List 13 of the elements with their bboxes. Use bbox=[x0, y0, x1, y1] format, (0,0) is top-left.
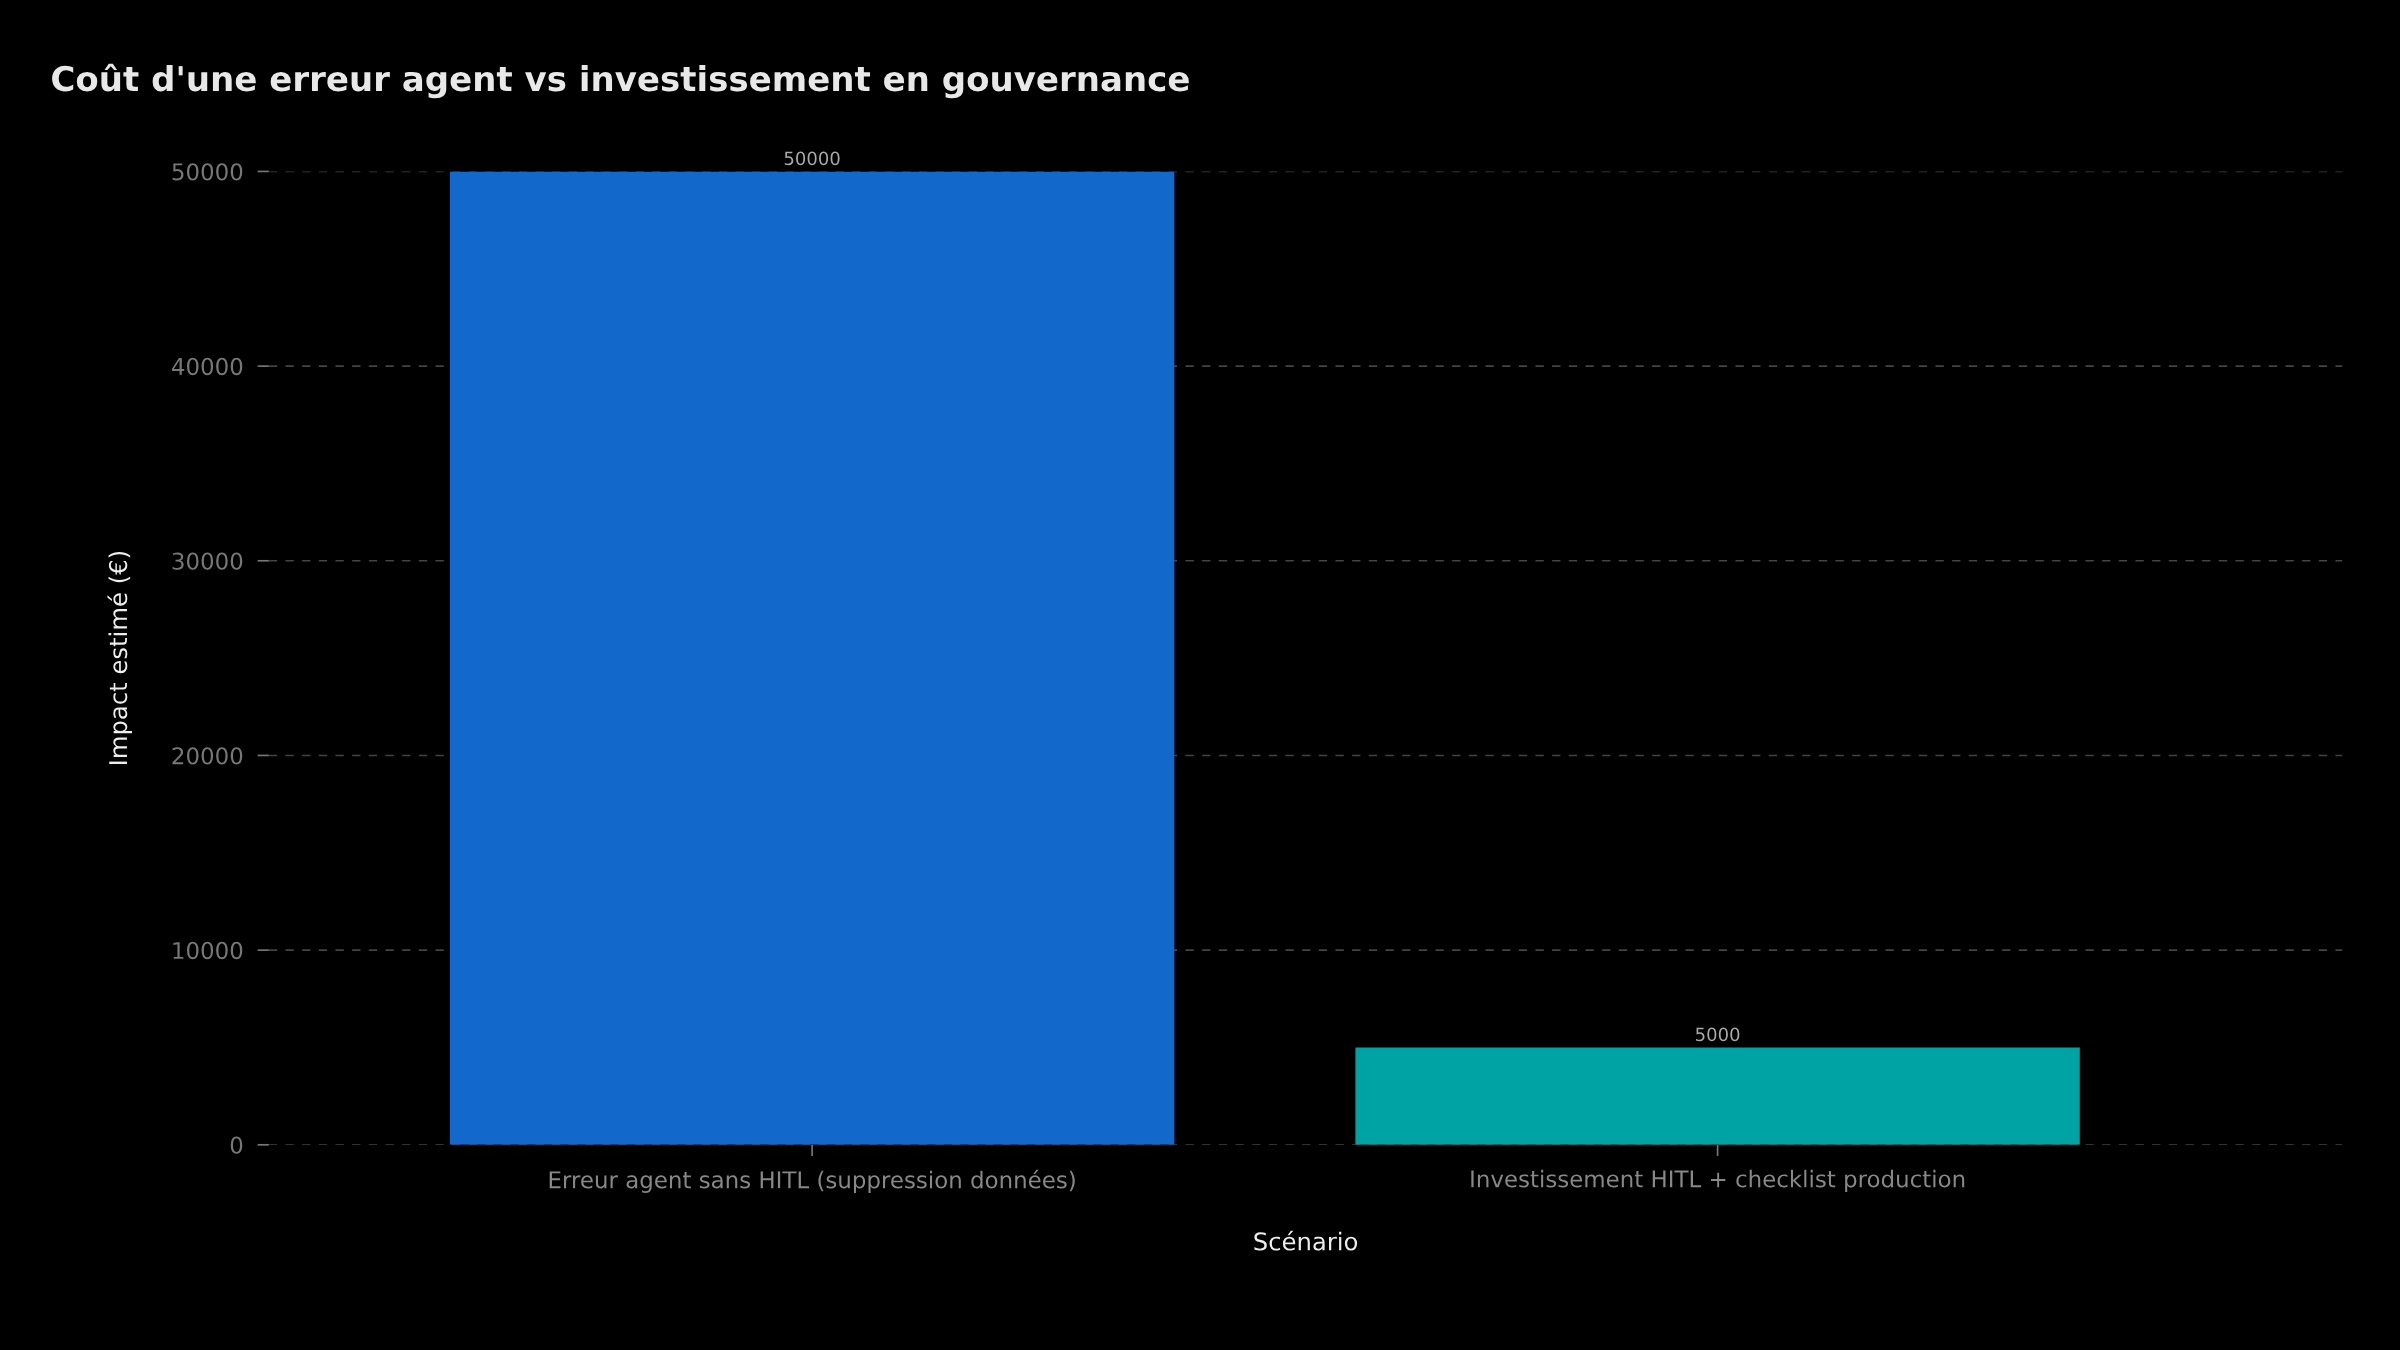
y-tick-label: 40000 bbox=[172, 357, 243, 376]
y-tick-label: 0 bbox=[230, 1136, 243, 1154]
y-tick-label: 30000 bbox=[172, 552, 243, 570]
x-tick-label: Erreur agent sans HITL (suppression données) bbox=[549, 1169, 1075, 1193]
y-axis-title: Impact estimé (€) bbox=[107, 551, 133, 764]
y-tick-label: 20000 bbox=[172, 747, 243, 765]
x-axis-title: Scénario bbox=[1254, 1230, 1358, 1251]
data-label: 50000 bbox=[784, 151, 840, 166]
x-tick-label: Investissement HITL + checklist production bbox=[1471, 1169, 1965, 1192]
y-tick-label: 10000 bbox=[173, 941, 243, 960]
chart-title: Coût d'une erreur agent vs investissement en gouvernance bbox=[52, 63, 1189, 99]
y-tick-label: 50000 bbox=[172, 163, 243, 181]
data-label: 5000 bbox=[1696, 1027, 1740, 1042]
